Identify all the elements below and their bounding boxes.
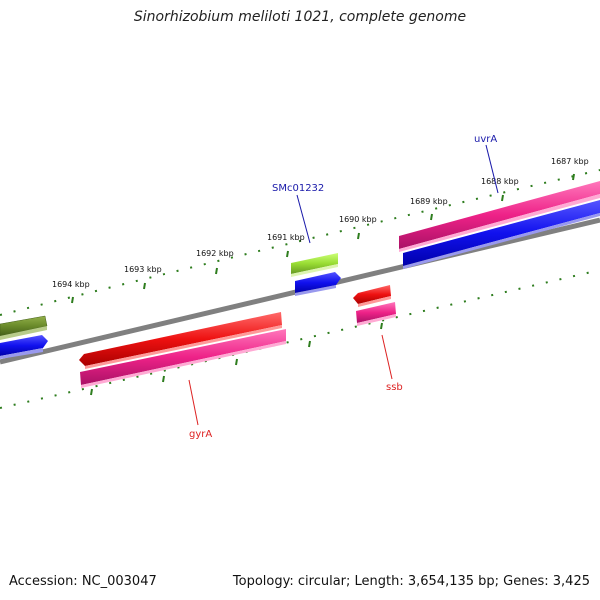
gene-label-gyra[interactable]: gyrA <box>189 429 212 440</box>
gene-pink-ssb[interactable] <box>356 302 396 326</box>
major-tick <box>308 340 311 348</box>
scale-ticks-lower <box>0 269 600 409</box>
gyra-leader <box>188 379 199 426</box>
scale-label: 1691 kbp <box>267 233 305 242</box>
major-tick <box>501 194 504 202</box>
scale-label: 1690 kbp <box>339 215 377 224</box>
scale-label: 1694 kbp <box>52 280 90 289</box>
gene-blue-right[interactable] <box>403 200 600 269</box>
major-tick <box>235 358 238 366</box>
gene-dark-green[interactable] <box>0 315 48 340</box>
major-tick <box>71 296 74 304</box>
major-tick <box>572 173 575 181</box>
smc01232-leader <box>296 194 311 244</box>
ssb-leader <box>381 334 393 380</box>
major-tick <box>215 267 218 275</box>
scale-ticks-upper <box>0 169 600 316</box>
gene-smc01232[interactable] <box>291 253 338 277</box>
uvra-leader <box>485 144 499 194</box>
scale-label: 1693 kbp <box>124 265 162 274</box>
gene-ssb[interactable] <box>353 285 391 307</box>
gene-blue-mid[interactable] <box>295 272 341 296</box>
scale-label: 1687 kbp <box>551 157 589 166</box>
genome-stats-text: Topology: circular; Length: 3,654,135 bp… <box>232 574 590 589</box>
major-tick <box>380 322 383 330</box>
scale-label: 1689 kbp <box>410 197 448 206</box>
major-tick <box>286 250 289 258</box>
gene-gyra[interactable] <box>79 312 282 369</box>
gene-label-uvra[interactable]: uvrA <box>474 134 497 145</box>
major-tick <box>162 375 165 383</box>
map-title: Sinorhizobium meliloti 1021, complete ge… <box>133 9 467 25</box>
major-tick <box>90 388 93 396</box>
scale-label: 1688 kbp <box>481 177 519 186</box>
gene-uvra[interactable] <box>399 181 600 252</box>
major-tick <box>143 282 146 290</box>
major-tick <box>430 213 433 221</box>
gene-label-smc01232[interactable]: SMc01232 <box>272 183 324 194</box>
major-tick <box>357 232 360 240</box>
gene-label-ssb[interactable]: ssb <box>386 382 403 393</box>
gene-blue-left[interactable] <box>0 335 48 359</box>
accession-text: Accession: NC_003047 <box>9 574 157 589</box>
gene-pink-lower[interactable] <box>80 329 286 388</box>
scale-label: 1692 kbp <box>196 249 234 258</box>
